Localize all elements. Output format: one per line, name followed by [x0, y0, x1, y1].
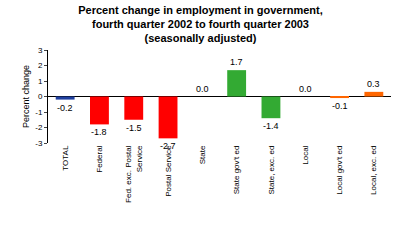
- svg-text:0.0: 0.0: [196, 84, 209, 94]
- svg-text:State: State: [198, 145, 207, 164]
- svg-text:Postal Service: Postal Service: [164, 145, 173, 197]
- svg-text:Federal: Federal: [95, 145, 104, 172]
- svg-text:-3: -3: [35, 139, 43, 148]
- svg-text:1: 1: [38, 77, 43, 86]
- svg-text:TOTAL: TOTAL: [61, 145, 70, 171]
- svg-text:-0.1: -0.1: [332, 101, 348, 111]
- svg-text:Fed. exc. PostalService: Fed. exc. PostalService: [124, 145, 143, 203]
- svg-text:-0.2: -0.2: [57, 103, 73, 113]
- svg-text:Local: Local: [301, 145, 310, 164]
- svg-text:0.3: 0.3: [367, 79, 380, 89]
- svg-text:-2.7: -2.7: [160, 141, 176, 151]
- svg-text:2: 2: [38, 61, 43, 70]
- svg-text:State gov't ed: State gov't ed: [232, 146, 241, 195]
- svg-text:-1: -1: [35, 108, 43, 117]
- svg-text:-1.4: -1.4: [263, 121, 279, 131]
- svg-text:0: 0: [38, 92, 43, 101]
- svg-text:Percent change in employment i: Percent change in employment in governme…: [78, 4, 323, 45]
- svg-text:3: 3: [38, 46, 43, 55]
- svg-text:Local, exc. ed: Local, exc. ed: [369, 146, 378, 195]
- svg-text:State, exc. ed: State, exc. ed: [267, 146, 276, 195]
- svg-text:Local gov't ed: Local gov't ed: [335, 146, 344, 195]
- svg-text:-1.5: -1.5: [126, 123, 142, 133]
- svg-text:-2: -2: [35, 123, 43, 132]
- svg-text:-1.8: -1.8: [91, 127, 107, 137]
- svg-text:0.0: 0.0: [299, 84, 312, 94]
- svg-text:1.7: 1.7: [230, 57, 243, 67]
- svg-text:Percent change: Percent change: [21, 65, 31, 128]
